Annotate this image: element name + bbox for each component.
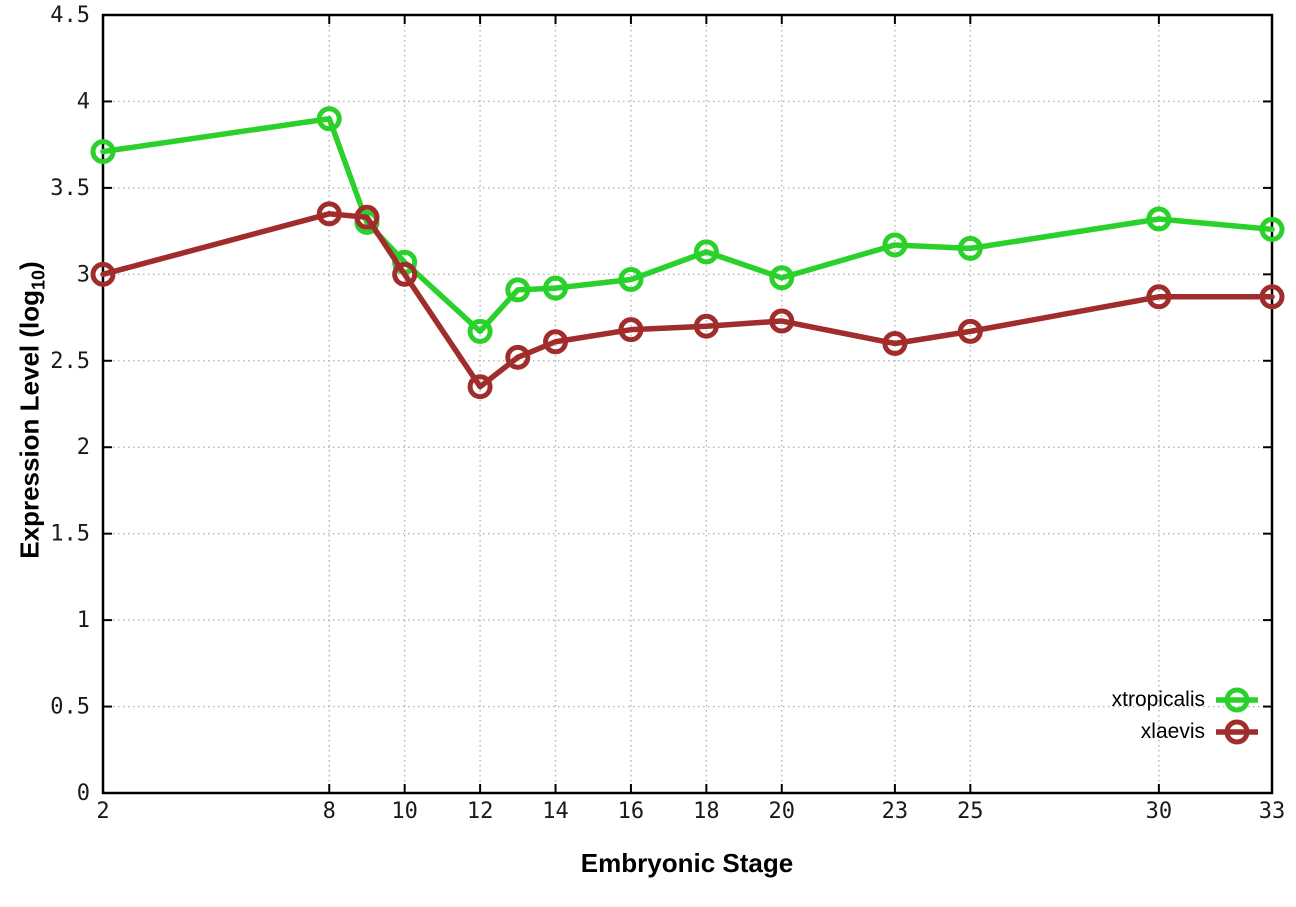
data-point-xlaevis (316, 201, 342, 227)
data-point-xtropicalis (882, 232, 908, 258)
legend: xtropicalis xlaevis (1112, 684, 1260, 748)
x-tick-label: 8 (323, 799, 336, 824)
data-point-xlaevis (1146, 284, 1172, 310)
data-point-xlaevis (693, 313, 719, 339)
data-point-xlaevis (618, 317, 644, 343)
data-point-xtropicalis (316, 106, 342, 132)
data-point-xlaevis (957, 318, 983, 344)
x-tick-label: 20 (769, 799, 796, 824)
x-tick-label: 10 (391, 799, 418, 824)
data-point-xlaevis (90, 261, 116, 287)
x-tick-label: 16 (618, 799, 645, 824)
data-point-xlaevis (882, 330, 908, 356)
y-tick-label: 0.5 (50, 695, 90, 720)
data-point-xtropicalis (467, 318, 493, 344)
x-tick-label: 33 (1259, 799, 1286, 824)
data-point-xtropicalis (1146, 206, 1172, 232)
x-tick-label: 25 (957, 799, 984, 824)
data-point-xlaevis (392, 261, 418, 287)
data-point-xlaevis (1259, 284, 1285, 310)
y-axis-title-text: Expression Level (log (14, 289, 45, 559)
x-axis-title: Embryonic Stage (580, 848, 794, 878)
data-point-xtropicalis (618, 267, 644, 293)
data-point-xtropicalis (769, 265, 795, 291)
y-tick-label: 4 (77, 89, 90, 114)
data-point-xtropicalis (693, 239, 719, 265)
legend-item-xtropicalis: xtropicalis (1112, 684, 1260, 716)
y-axis-title: Expression Level (log10) (14, 261, 49, 559)
y-axis-title-suffix: ) (14, 261, 45, 270)
x-tick-label: 23 (882, 799, 909, 824)
x-tick-label: 30 (1146, 799, 1173, 824)
y-tick-label: 1 (77, 608, 90, 633)
x-tick-label: 2 (96, 799, 109, 824)
y-tick-label: 2 (77, 435, 90, 460)
data-point-xlaevis (543, 329, 569, 355)
data-point-xtropicalis (90, 139, 116, 165)
y-tick-label: 4.5 (50, 3, 90, 28)
x-tick-label: 14 (542, 799, 569, 824)
legend-marker-xtropicalis-icon (1216, 687, 1258, 713)
data-point-xlaevis (505, 344, 531, 370)
data-point-xtropicalis (505, 277, 531, 303)
y-tick-label: 2.5 (50, 349, 90, 374)
legend-marker-xlaevis-icon (1216, 719, 1258, 745)
data-point-xlaevis (354, 204, 380, 230)
data-point-xtropicalis (543, 275, 569, 301)
legend-label-xtropicalis: xtropicalis (1111, 688, 1205, 711)
plot-border (101, 13, 1274, 795)
y-tick-label: 3.5 (50, 176, 90, 201)
data-point-xtropicalis (1259, 216, 1285, 242)
y-tick-label: 0 (77, 781, 90, 806)
x-tick-label: 18 (693, 799, 720, 824)
x-tick-label: 12 (467, 799, 494, 824)
y-axis-title-subscript: 10 (28, 269, 49, 290)
data-point-xlaevis (769, 308, 795, 334)
legend-label-xlaevis: xlaevis (1140, 720, 1205, 743)
legend-item-xlaevis: xlaevis (1112, 716, 1260, 748)
y-tick-label: 3 (77, 262, 90, 287)
y-tick-label: 1.5 (50, 522, 90, 547)
data-point-xlaevis (467, 374, 493, 400)
data-point-xtropicalis (957, 235, 983, 261)
